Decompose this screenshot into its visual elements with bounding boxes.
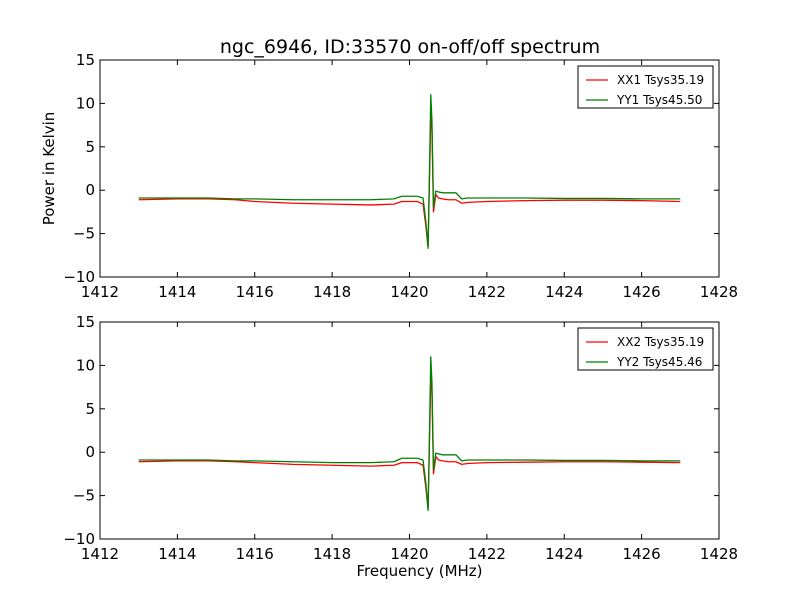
x-tick-label: 1418 (313, 283, 351, 301)
x-tick-label: 1416 (236, 545, 274, 563)
y-axis-label: Power in Kelvin (40, 112, 58, 226)
legend-entry-label: XX1 Tsys35.19 (617, 73, 704, 87)
y-tick-label: −5 (73, 225, 95, 243)
y-tick-label: −5 (73, 487, 95, 505)
x-tick-label: 1426 (623, 545, 661, 563)
chart-panel-2: 1412 1414 1416 1418 1420 1422 1424 1426 1428 −10 −… (63, 313, 738, 580)
x-axis-label: Frequency (MHz) (356, 562, 482, 580)
x-tick-label: 1414 (158, 545, 196, 563)
legend-2: XX2 Tsys35.19 YY2 Tsys45.46 (577, 327, 714, 371)
y-tick-label: 10 (76, 356, 95, 374)
x-tick-label: 1416 (236, 283, 274, 301)
x-tick-label: 1424 (545, 283, 583, 301)
y-tick-label: 5 (85, 400, 95, 418)
chart-panel-1: 1412 1414 1416 1418 1420 1422 1424 1426 1428 −10 −… (40, 51, 738, 301)
legend-entry-label: XX2 Tsys35.19 (617, 335, 704, 349)
y-tick-label: −10 (63, 530, 95, 548)
series-line-2-2 (138, 356, 681, 512)
x-tick-label: 1414 (158, 283, 196, 301)
x-tick-label: 1420 (390, 545, 428, 563)
legend-box (577, 65, 714, 109)
x-tick-label: 1420 (390, 283, 428, 301)
x-tick-label: 1418 (313, 545, 351, 563)
y-tick-label: −10 (63, 268, 95, 286)
legend-1: XX1 Tsys35.19 YY1 Tsys45.50 (577, 65, 714, 109)
chart-title: ngc_6946, ID:33570 on-off/off spectrum (220, 36, 600, 58)
x-tick-label: 1422 (468, 283, 506, 301)
x-tick-label: 1428 (700, 545, 738, 563)
y-tick-label: 10 (76, 94, 95, 112)
y-tick-label: 5 (85, 138, 95, 156)
y-tick-label: 15 (76, 313, 95, 331)
y-tick-label: 0 (85, 443, 95, 461)
x-tick-label: 1412 (81, 283, 119, 301)
x-tick-label: 1412 (81, 545, 119, 563)
y-tick-label: 0 (85, 181, 95, 199)
legend-box (577, 327, 714, 371)
plot-panels: 1412 1414 1416 1418 1420 1422 1424 1426 1428 −10 −… (40, 51, 738, 580)
x-tick-label: 1422 (468, 545, 506, 563)
x-tick-label: 1424 (545, 545, 583, 563)
legend-entry-label: YY1 Tsys45.50 (616, 93, 702, 107)
legend-entry-label: YY2 Tsys45.46 (616, 355, 702, 369)
series-line-1-2 (138, 94, 681, 250)
y-tick-label: 15 (76, 51, 95, 69)
x-tick-label: 1428 (700, 283, 738, 301)
x-tick-label: 1426 (623, 283, 661, 301)
